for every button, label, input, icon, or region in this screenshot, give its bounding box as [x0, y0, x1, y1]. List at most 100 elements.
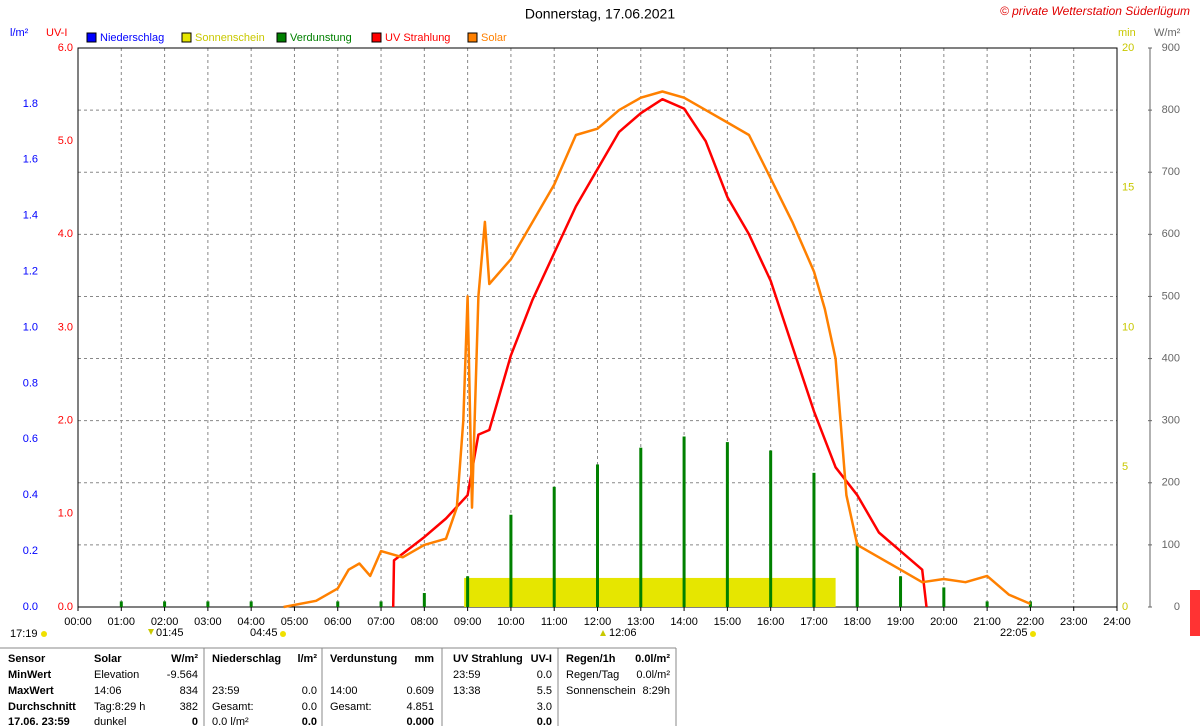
series-line [283, 90, 1031, 609]
table-cell: 0.0 [302, 685, 317, 697]
table-cell: dunkel [94, 716, 126, 726]
evaporation-bar [596, 464, 599, 607]
y-tick-label: 10 [1122, 321, 1134, 333]
axis-unit: UV-I [46, 27, 67, 39]
evaporation-bar [985, 601, 989, 607]
table-cell: 5.5 [537, 685, 552, 697]
y-tick-label: 900 [1162, 42, 1180, 54]
x-tick-label: 12:00 [584, 616, 612, 628]
x-tick-label: 10:00 [497, 616, 525, 628]
table-cell: -9.564 [167, 669, 198, 681]
evaporation-bar [899, 576, 903, 607]
legend-label: Verdunstung [290, 32, 352, 44]
x-tick-label: 22:00 [1017, 616, 1045, 628]
table-cell: 23:59 [212, 685, 240, 697]
sunshine-bar [464, 577, 836, 607]
y-tick-label: 5 [1122, 461, 1128, 473]
y-tick-label: 1.0 [23, 321, 38, 333]
y-tick-label: 200 [1162, 477, 1180, 489]
x-tick-label: 17:00 [800, 616, 828, 628]
y-tick-label: 300 [1162, 415, 1180, 427]
x-tick-label: 05:00 [281, 616, 309, 628]
table-header: l/m² [297, 653, 317, 665]
x-tick-label: 04:00 [237, 616, 265, 628]
legend-label: Sonnenschein [195, 32, 265, 44]
y-tick-label: 0.0 [23, 601, 38, 613]
event-label: 17:19 [10, 628, 38, 640]
legend-swatch [371, 32, 382, 43]
evaporation-bar [249, 601, 253, 607]
table-cell: 0.0 [537, 716, 552, 726]
y-tick-label: 5.0 [58, 135, 73, 147]
x-tick-label: 16:00 [757, 616, 785, 628]
x-tick-label: 19:00 [887, 616, 915, 628]
credit: © private Wetterstation Süderlügum [1000, 4, 1190, 18]
axis-unit: min [1118, 27, 1136, 39]
table-cell: Sonnenschein [566, 685, 636, 697]
table-cell: 4.851 [406, 701, 434, 713]
table-cell: 0 [192, 716, 198, 726]
evaporation-bar [379, 601, 383, 607]
x-tick-label: 09:00 [454, 616, 482, 628]
x-tick-label: 18:00 [843, 616, 871, 628]
event-label: 04:45 [250, 627, 278, 639]
table-header: Sensor [8, 653, 46, 665]
event-icon [280, 631, 286, 637]
legend-swatch [181, 32, 192, 43]
table-cell: 0.0 [302, 716, 317, 726]
y-tick-label: 20 [1122, 42, 1134, 54]
table-cell: 0.0 [537, 669, 552, 681]
x-tick-label: 00:00 [64, 616, 92, 628]
x-tick-label: 21:00 [973, 616, 1001, 628]
table-header: Verdunstung [330, 653, 397, 665]
x-tick-label: 14:00 [670, 616, 698, 628]
y-tick-label: 0 [1174, 601, 1180, 613]
evaporation-bar [812, 472, 816, 607]
table-header: W/m² [171, 653, 198, 665]
table-cell: 0.0 [302, 701, 317, 713]
y-tick-label: 3.0 [58, 321, 73, 333]
table-cell: Regen/Tag [566, 669, 619, 681]
y-tick-label: 0.6 [23, 433, 38, 445]
legend-label: UV Strahlung [385, 32, 450, 44]
y-tick-label: 1.6 [23, 154, 38, 166]
evaporation-bar [336, 601, 340, 607]
table-cell: 0.0l/m² [636, 669, 670, 681]
table-cell: 8:29h [642, 685, 670, 697]
table-header: mm [414, 653, 434, 665]
y-tick-label: 4.0 [58, 228, 73, 240]
legend-label: Niederschlag [100, 32, 164, 44]
legend-swatch [276, 32, 287, 43]
y-tick-label: 0.4 [23, 489, 38, 501]
evaporation-bar [552, 486, 556, 607]
table-cell: 0.000 [406, 716, 434, 726]
table-cell: Gesamt: [330, 701, 372, 713]
table-header: Niederschlag [212, 653, 281, 665]
event-icon [41, 631, 47, 637]
table-cell: 0.0 l/m² [212, 716, 249, 726]
event-label: 12:06 [609, 627, 637, 639]
table-cell: Gesamt: [212, 701, 254, 713]
table-cell: MinWert [8, 669, 52, 681]
table-cell: 3.0 [537, 701, 552, 713]
legend-label: Solar [481, 32, 507, 44]
evaporation-bar [509, 514, 513, 607]
table-header: Solar [94, 653, 122, 665]
x-tick-label: 15:00 [714, 616, 742, 628]
y-tick-label: 1.4 [23, 210, 38, 222]
table-cell: 17.06. 23:59 [8, 716, 70, 726]
evaporation-bar [855, 542, 859, 607]
y-tick-label: 1.2 [23, 266, 38, 278]
table-header: UV-I [531, 653, 552, 665]
evaporation-bar [163, 601, 167, 607]
y-tick-label: 100 [1162, 539, 1180, 551]
legend-swatch [467, 32, 478, 43]
evaporation-bar [682, 436, 686, 607]
table-header: 0.0l/m² [635, 653, 670, 665]
event-icon [600, 630, 606, 636]
evaporation-bar [422, 593, 426, 607]
x-tick-label: 03:00 [194, 616, 222, 628]
y-tick-label: 15 [1122, 182, 1134, 194]
y-tick-label: 0 [1122, 601, 1128, 613]
